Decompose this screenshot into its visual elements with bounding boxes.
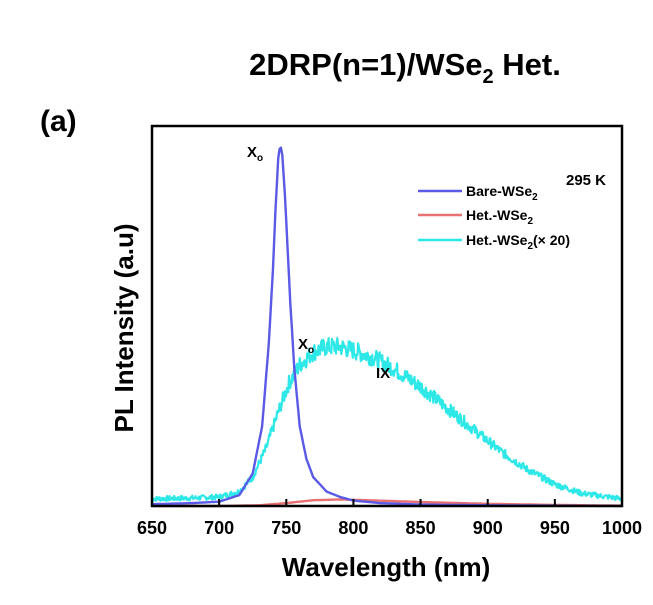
peak-annotation: IX — [376, 365, 390, 382]
x-tick-label: 950 — [540, 518, 570, 538]
peak-annotation: Xo — [247, 144, 263, 164]
x-tick-label: 650 — [137, 518, 167, 538]
x-tick-label: 1000 — [602, 518, 642, 538]
series-line-3 — [151, 337, 623, 502]
x-axis-label: Wavelength (nm) — [282, 552, 490, 582]
plot-frame — [150, 124, 624, 508]
plot-area — [151, 146, 623, 508]
chart-title: 2DRP(n=1)/WSe2 Het. — [249, 47, 561, 88]
x-tick-label: 800 — [338, 518, 368, 538]
legend-label: Bare-WSe2 — [466, 183, 538, 203]
temperature-label: 295 K — [566, 172, 606, 189]
x-tick-label: 750 — [271, 518, 301, 538]
x-tick-label: 850 — [406, 518, 436, 538]
panel-label: (a) — [40, 105, 77, 138]
peak-annotations: Xo Xo IX — [247, 144, 390, 382]
y-axis-label: PL Intensity (a.u) — [109, 224, 139, 433]
legend-label: Het.-WSe2 — [466, 207, 533, 227]
x-tick-label: 900 — [473, 518, 503, 538]
legend: Bare-WSe2 Het.-WSe2 Het.-WSe2(× 20) — [418, 183, 570, 252]
peak-annotation: Xo — [298, 336, 314, 356]
legend-label: Het.-WSe2(× 20) — [466, 232, 570, 252]
x-tick-label: 700 — [204, 518, 234, 538]
series-line-1 — [152, 146, 622, 508]
x-axis: 650 700 750 800 850 900 950 1000 — [137, 499, 642, 538]
